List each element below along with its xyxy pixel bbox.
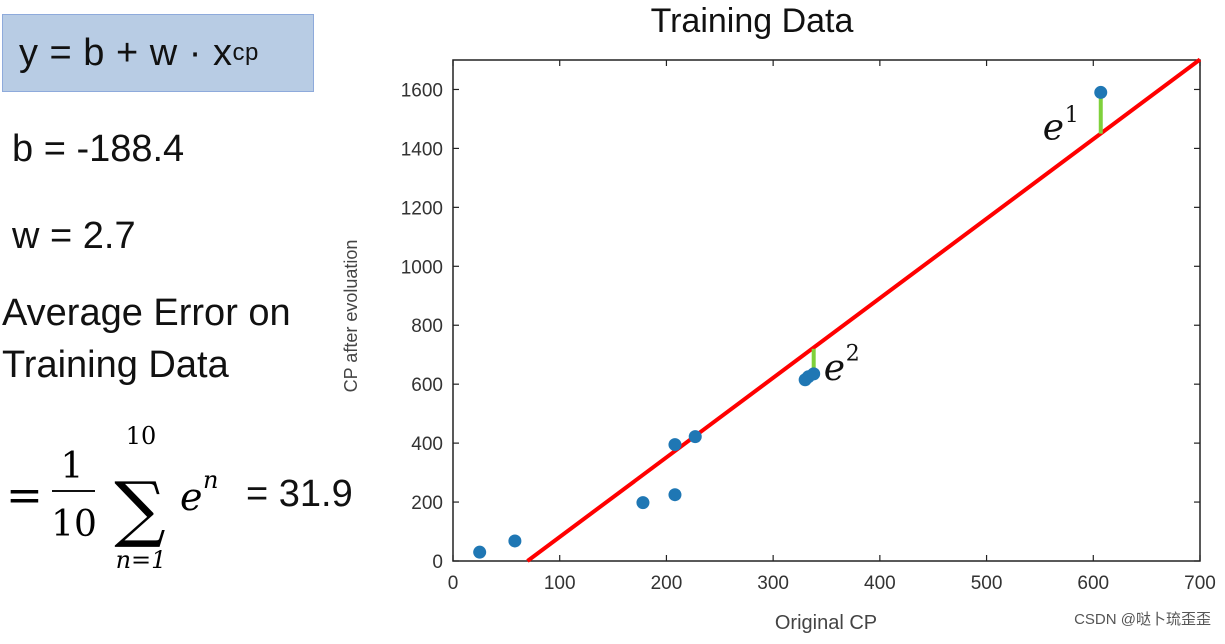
x-tick-label: 400 [864, 573, 896, 594]
data-point [473, 545, 487, 559]
x-tick-label: 200 [651, 573, 683, 594]
y-tick-label: 400 [411, 434, 443, 455]
x-tick-label: 0 [448, 573, 459, 594]
chart-title: Training Data [651, 2, 854, 40]
error-label-e1-sup: 1 [1065, 103, 1079, 128]
error-markers: e 1e 2 [811, 92, 1103, 389]
data-points [473, 85, 1108, 559]
y-axis-label: CP after evoluation [341, 240, 361, 393]
y-tick-label: 0 [432, 552, 443, 573]
weight-value: w = 2.7 [12, 215, 136, 257]
x-tick-label: 500 [971, 573, 1003, 594]
average-error-label: Average Error on Training Data [2, 287, 291, 391]
sum-term: e [180, 475, 203, 519]
data-point [1094, 85, 1108, 99]
error-label-e1: e [1043, 108, 1064, 149]
sum-lower-limit: n=1 [116, 546, 167, 574]
training-data-chart: Training Data 0 100 200 300 400 500 600 700 0 200… [341, 2, 1216, 634]
sigma-symbol: ∑ [114, 466, 165, 550]
sum-upper-limit: 10 [126, 422, 157, 450]
x-tick-label: 600 [1077, 573, 1109, 594]
error-label-e2-sup: 2 [846, 342, 860, 367]
data-point [688, 430, 702, 444]
summation-expression: = 1 10 10 ∑ n=1 e n [6, 422, 218, 574]
fit-line [526, 57, 1202, 563]
y-tick-label: 600 [411, 375, 443, 396]
sum-term-superscript: n [203, 466, 218, 494]
x-axis-label: Original CP [775, 612, 877, 634]
average-error-value: = 31.9 [246, 473, 353, 515]
tick-labels: 0 100 200 300 400 500 600 700 0 200 400 600 800 1000 1… [401, 80, 1216, 594]
data-point [636, 496, 650, 510]
y-tick-label: 1400 [401, 139, 443, 160]
left-panel: y = b + w · x cp b = -188.4 w = 2.7 Avera… [0, 0, 370, 639]
fraction-denominator: 10 [51, 504, 97, 545]
equals-sign: = [6, 470, 43, 521]
fraction-numerator: 1 [61, 446, 84, 487]
average-error-formula: = 1 10 10 ∑ n=1 e n = 31.9 [0, 418, 370, 578]
average-error-label-line1: Average Error on [2, 292, 291, 334]
x-tick-label: 100 [544, 573, 576, 594]
data-point [807, 367, 821, 381]
data-point [668, 488, 682, 502]
model-formula-box: y = b + w · x cp [2, 14, 314, 92]
y-tick-label: 1000 [401, 257, 443, 278]
plot-frame [452, 59, 1201, 562]
axes [452, 59, 1201, 562]
bias-value: b = -188.4 [12, 128, 185, 170]
y-tick-label: 800 [411, 316, 443, 337]
data-point [668, 438, 682, 452]
watermark: CSDN @哒卜琉歪歪 [1074, 611, 1211, 628]
fit-line-layer [526, 57, 1202, 563]
y-tick-label: 200 [411, 493, 443, 514]
average-error-label-line2: Training Data [2, 344, 229, 386]
y-tick-label: 1600 [401, 80, 443, 101]
data-point [508, 534, 522, 548]
model-formula: y = b + w · x [19, 31, 233, 74]
x-tick-label: 700 [1184, 573, 1216, 594]
chart-container: Training Data 0 100 200 300 400 500 600 700 0 200… [330, 0, 1225, 639]
x-tick-label: 300 [757, 573, 789, 594]
y-tick-label: 1200 [401, 198, 443, 219]
error-label-e2: e [824, 348, 845, 389]
